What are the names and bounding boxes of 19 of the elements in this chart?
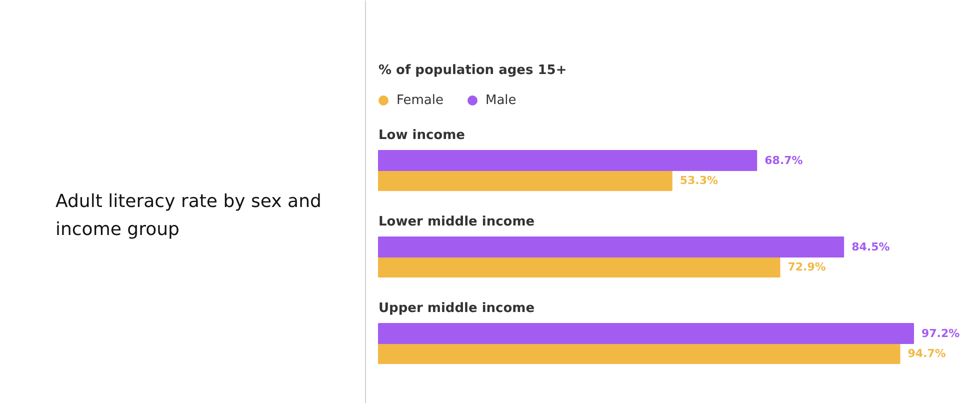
bar bbox=[378, 343, 900, 364]
y-tick-label: Lower middle income bbox=[378, 214, 535, 230]
data-label: 97.2% bbox=[922, 327, 960, 340]
bar bbox=[378, 323, 914, 344]
data-label: 53.3% bbox=[680, 174, 718, 187]
text: Adult literacy rate by sex and income group bbox=[56, 190, 322, 240]
y-tick-label: Upper middle income bbox=[378, 301, 535, 316]
y-tick-label: Low income bbox=[378, 128, 466, 143]
data-label: 68.7% bbox=[764, 154, 803, 167]
data-label: 94.7% bbox=[908, 347, 946, 360]
bar bbox=[378, 236, 844, 258]
chart-subtitle: % of population ages 15+ bbox=[378, 63, 567, 78]
data-label: 72.9% bbox=[788, 260, 826, 274]
bar bbox=[378, 256, 780, 278]
legend-label: Female bbox=[396, 93, 444, 108]
bar bbox=[378, 150, 758, 171]
bar bbox=[378, 170, 672, 191]
legend-label: Male bbox=[486, 93, 516, 108]
data-label: 84.5% bbox=[852, 240, 890, 254]
